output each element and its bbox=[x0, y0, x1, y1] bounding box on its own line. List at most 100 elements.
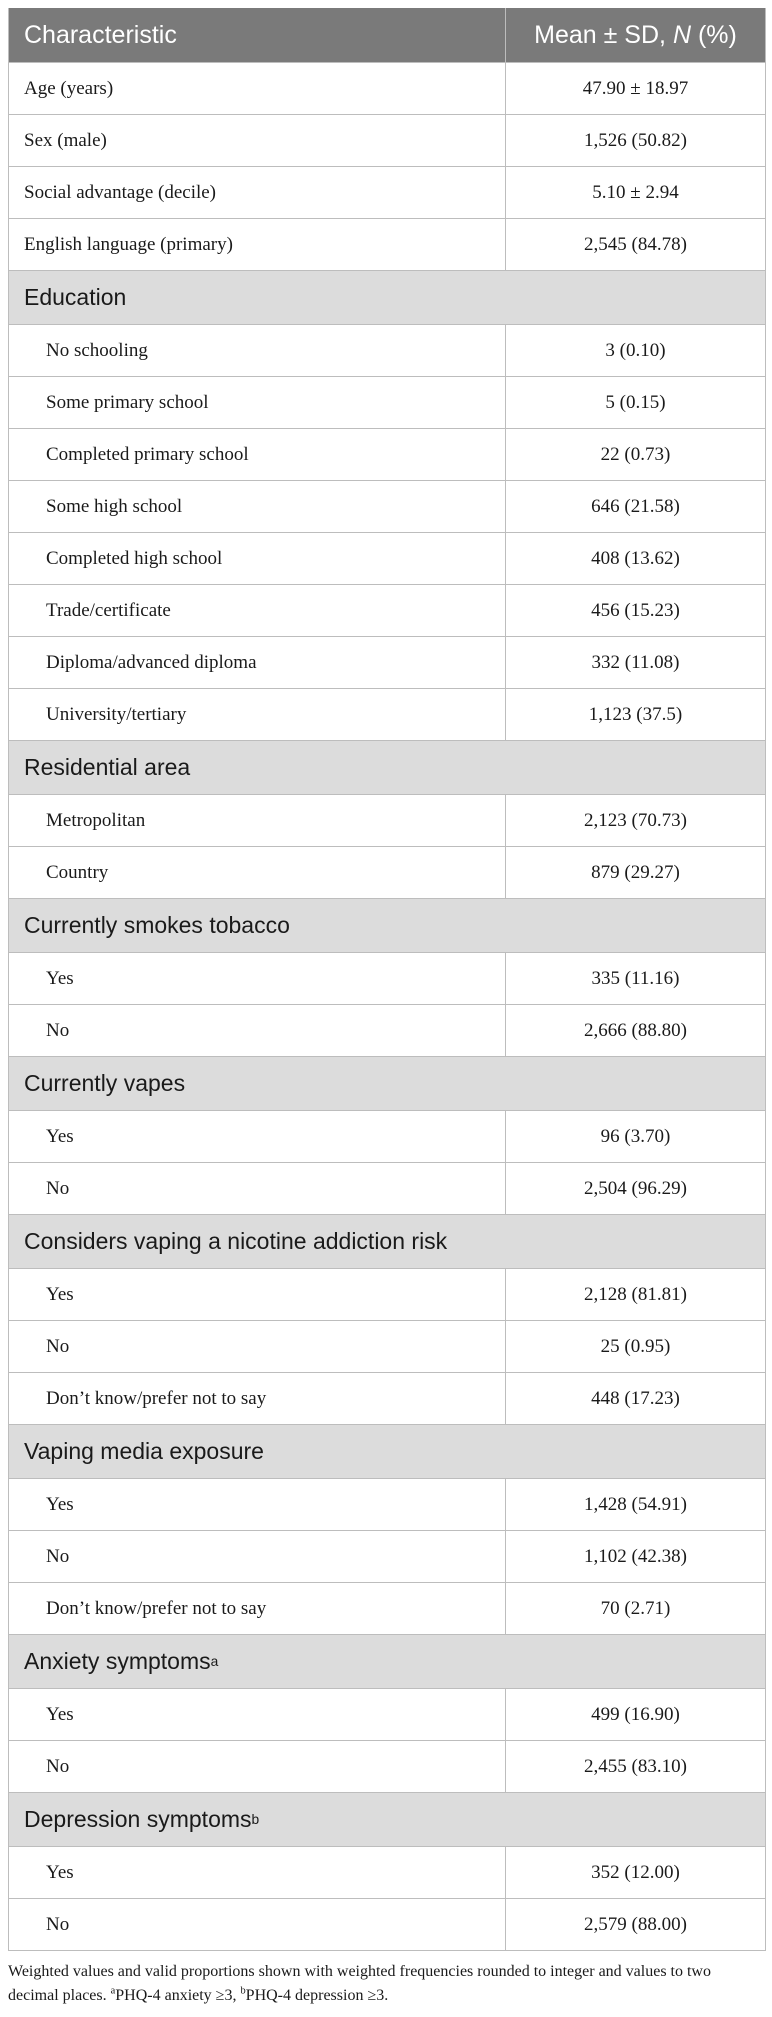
label-text: Yes bbox=[46, 1283, 74, 1305]
table-row: Some high school 646 (21.58) bbox=[9, 480, 765, 532]
table-row: Completed high school 408 (13.62) bbox=[9, 532, 765, 584]
row-label: University/tertiary bbox=[9, 689, 506, 740]
table-row: Social advantage (decile) 5.10 ± 2.94 bbox=[9, 166, 765, 218]
label-text: Anxiety symptoms bbox=[24, 1648, 211, 1674]
footnote-sup-a: a bbox=[110, 1985, 116, 1997]
table-header: Characteristic Mean ± SD, N (%) bbox=[9, 8, 765, 62]
label-text: University/tertiary bbox=[46, 703, 187, 725]
row-value: 1,102 (42.38) bbox=[584, 1545, 687, 1567]
table-row: No 2,455 (83.10) bbox=[9, 1740, 765, 1792]
row-value: 499 (16.90) bbox=[591, 1703, 680, 1725]
section-label: Depression symptoms b bbox=[24, 1806, 260, 1832]
section-label: Residential area bbox=[9, 741, 765, 794]
row-label: Don’t know/prefer not to say bbox=[9, 1373, 506, 1424]
row-value: 3 (0.10) bbox=[605, 339, 666, 361]
label-text: English language (primary) bbox=[24, 233, 233, 255]
section-label: Vaping media exposure bbox=[9, 1425, 765, 1478]
table-row: Sex (male) 1,526 (50.82) bbox=[9, 114, 765, 166]
label-text: Sex (male) bbox=[24, 129, 107, 151]
label-text: Some primary school bbox=[46, 391, 209, 413]
label-text: Currently smokes tobacco bbox=[24, 912, 290, 938]
row-value: 879 (29.27) bbox=[591, 861, 680, 883]
section-header-row: Considers vaping a nicotine addiction ri… bbox=[9, 1214, 765, 1268]
table-row: Diploma/advanced diploma 332 (11.08) bbox=[9, 636, 765, 688]
label-text: No bbox=[46, 1019, 70, 1041]
table-row: No 1,102 (42.38) bbox=[9, 1530, 765, 1582]
row-value: 448 (17.23) bbox=[591, 1387, 680, 1409]
label-text: Vaping media exposure bbox=[24, 1438, 264, 1464]
row-label: Completed high school bbox=[9, 533, 506, 584]
table-row: University/tertiary 1,123 (37.5) bbox=[9, 688, 765, 740]
label-text: Yes bbox=[46, 967, 74, 989]
label-text: Yes bbox=[46, 1125, 74, 1147]
row-value: 47.90 ± 18.97 bbox=[582, 77, 689, 99]
row-label: English language (primary) bbox=[9, 219, 506, 270]
table-row: No 2,504 (96.29) bbox=[9, 1162, 765, 1214]
label-text: Yes bbox=[46, 1703, 74, 1725]
row-value: 1,526 (50.82) bbox=[584, 129, 687, 151]
row-label: Country bbox=[9, 847, 506, 898]
section-header-row: Currently smokes tobacco bbox=[9, 898, 765, 952]
label-text: Don’t know/prefer not to say bbox=[46, 1597, 267, 1619]
header-col2-suffix: (%) bbox=[691, 20, 737, 49]
section-label: Considers vaping a nicotine addiction ri… bbox=[9, 1215, 765, 1268]
table-row: Metropolitan 2,123 (70.73) bbox=[9, 794, 765, 846]
section-header-row: Anxiety symptoms a bbox=[9, 1634, 765, 1688]
row-label: Yes bbox=[9, 953, 506, 1004]
row-value: 1,123 (37.5) bbox=[588, 703, 683, 725]
label-text: Depression symptoms bbox=[24, 1806, 252, 1832]
section-label: Anxiety symptoms a bbox=[24, 1648, 219, 1674]
section-header-row: Residential area bbox=[9, 740, 765, 794]
row-label: Completed primary school bbox=[9, 429, 506, 480]
header-col2-prefix: Mean ± SD, bbox=[534, 20, 673, 49]
header-col2-italic: N bbox=[672, 20, 691, 49]
table-row: Completed primary school 22 (0.73) bbox=[9, 428, 765, 480]
row-label: Yes bbox=[9, 1479, 506, 1530]
row-value: 2,545 (84.78) bbox=[584, 233, 687, 255]
label-text: No bbox=[46, 1177, 70, 1199]
label-text: Completed high school bbox=[46, 547, 223, 569]
header-characteristic: Characteristic bbox=[9, 8, 506, 62]
row-label: No bbox=[9, 1741, 506, 1792]
row-value: 22 (0.73) bbox=[600, 443, 671, 465]
label-text: Residential area bbox=[24, 754, 191, 780]
section-label: Currently smokes tobacco bbox=[9, 899, 765, 952]
row-label: Age (years) bbox=[9, 63, 506, 114]
row-value: 70 (2.71) bbox=[600, 1597, 671, 1619]
row-label: Yes bbox=[9, 1847, 506, 1898]
label-text: Metropolitan bbox=[46, 809, 146, 831]
section-header-row: Education bbox=[9, 270, 765, 324]
table-footnote: Weighted values and valid proportions sh… bbox=[8, 1960, 764, 2008]
label-text: Don’t know/prefer not to say bbox=[46, 1387, 267, 1409]
row-label: Diploma/advanced diploma bbox=[9, 637, 506, 688]
footnote-sup-b: b bbox=[240, 1985, 246, 1997]
table-row: English language (primary) 2,545 (84.78) bbox=[9, 218, 765, 270]
row-value: 456 (15.23) bbox=[591, 599, 680, 621]
section-label: Education bbox=[9, 271, 765, 324]
row-label: No bbox=[9, 1005, 506, 1056]
table-row: Trade/certificate 456 (15.23) bbox=[9, 584, 765, 636]
label-text: No bbox=[46, 1335, 70, 1357]
row-label: Sex (male) bbox=[9, 115, 506, 166]
label-text: No bbox=[46, 1755, 70, 1777]
row-value: 2,666 (88.80) bbox=[584, 1019, 687, 1041]
row-label: No bbox=[9, 1899, 506, 1950]
table-row: No 2,666 (88.80) bbox=[9, 1004, 765, 1056]
section-header-row: Depression symptoms b bbox=[9, 1792, 765, 1846]
label-text: Yes bbox=[46, 1861, 74, 1883]
row-value: 2,579 (88.00) bbox=[584, 1913, 687, 1935]
label-text: No schooling bbox=[46, 339, 148, 361]
row-value: 96 (3.70) bbox=[600, 1125, 671, 1147]
row-label: No bbox=[9, 1163, 506, 1214]
table-row: Yes 1,428 (54.91) bbox=[9, 1478, 765, 1530]
row-label: Yes bbox=[9, 1269, 506, 1320]
table-body: Age (years) 47.90 ± 18.97 Sex (male) 1,526 … bbox=[9, 62, 765, 1950]
row-label: No bbox=[9, 1531, 506, 1582]
row-value: 1,428 (54.91) bbox=[584, 1493, 687, 1515]
row-label: No bbox=[9, 1321, 506, 1372]
row-value: 2,123 (70.73) bbox=[584, 809, 687, 831]
table-row: Yes 335 (11.16) bbox=[9, 952, 765, 1004]
table-row: Age (years) 47.90 ± 18.97 bbox=[9, 62, 765, 114]
footnote-note-a: PHQ-4 anxiety ≥3, bbox=[115, 1987, 241, 2004]
table-row: Yes 96 (3.70) bbox=[9, 1110, 765, 1162]
